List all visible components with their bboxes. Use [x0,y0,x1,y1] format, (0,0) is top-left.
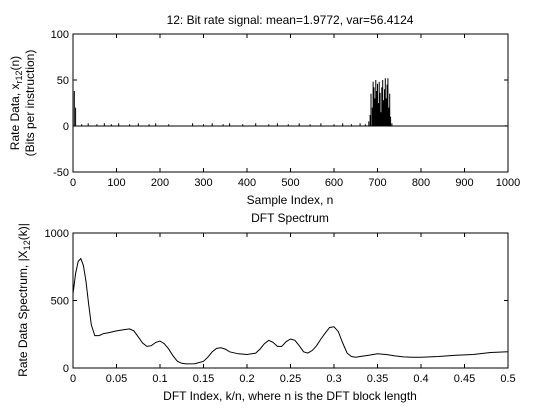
plot-dft-spectrum-y-tick-labels: 0 500 1000 [45,228,69,375]
y-label-post: (k)| [16,223,30,240]
plot-bit-rate-y-label-line1: Rate Data, xr12(n) [8,56,24,150]
plot-bit-rate-title: 12: Bit rate signal: mean=1.9772, var=56… [167,13,414,27]
plot-dft-spectrum: DFT Spectrum 0 0.05 0.1 0.15 0.2 0.25 0.3 0.35 0… [16,211,516,403]
bottom-y-tick-label: 500 [51,296,69,308]
bottom-x-tick-label: 0.3 [326,373,341,385]
plot-dft-spectrum-axes-box [72,232,509,369]
bottom-x-tick-label: 0.1 [152,373,167,385]
plot-bit-rate: 12: Bit rate signal: mean=1.9772, var=56… [8,13,520,207]
bottom-x-tick-label: 0.45 [454,373,475,385]
bottom-x-tick-label: 0.5 [500,373,515,385]
top-x-tick-label: 0 [70,177,76,189]
plot-dft-spectrum-x-tick-labels: 0 0.05 0.1 0.15 0.2 0.25 0.3 0.35 0.4 0.45 0.5 [70,373,516,385]
bottom-x-tick-label: 0.15 [193,373,214,385]
y-label-line1-post: (n) [8,56,22,71]
top-x-tick-label: 100 [107,177,125,189]
plot-bit-rate-y-label-line2: (Bits per instruction) [23,50,37,157]
bottom-x-tick-label: 0.25 [280,373,301,385]
y-label-line1-pre: Rate Data, x [8,83,22,150]
plot-dft-spectrum-x-label: DFT Index, k/n, where n is the DFT block… [163,389,417,403]
top-x-tick-label: 1000 [496,177,520,189]
plot-bit-rate-y-tick-labels: -50 0 50 100 [51,29,69,179]
top-x-tick-label: 500 [281,177,299,189]
y-label-line1-sub: r12 [14,70,24,83]
plot-dft-spectrum-title: DFT Spectrum [251,211,329,225]
top-x-tick-label: 200 [151,177,169,189]
y-label-pre: Rate Data Spectrum, |X [16,250,30,377]
plot-bit-rate-axes-box [72,33,509,173]
top-x-tick-label: 700 [368,177,386,189]
top-x-tick-label: 600 [325,177,343,189]
top-y-tick-label: -50 [53,167,69,179]
plot-dft-spectrum-series [72,257,509,365]
bottom-y-tick-label: 1000 [45,228,69,240]
bottom-y-tick-label: 0 [63,363,69,375]
top-x-tick-label: 800 [412,177,430,189]
bit-rate-series-line [72,78,509,127]
top-y-tick-label: 100 [51,29,69,41]
top-y-tick-label: 0 [63,121,69,133]
plot-bit-rate-x-tick-labels: 0 100 200 300 400 500 600 700 800 900 1000 [70,177,520,189]
plot-bit-rate-series [72,78,509,127]
top-x-tick-label: 300 [194,177,212,189]
dft-spectrum-series-line [72,257,509,365]
bottom-x-tick-label: 0.2 [239,373,254,385]
plot-bit-rate-x-label: Sample Index, n [247,193,334,207]
bottom-x-tick-label: 0.4 [413,373,428,385]
top-x-tick-label: 900 [455,177,473,189]
top-y-tick-label: 50 [57,75,69,87]
top-x-tick-label: 400 [238,177,256,189]
plot-dft-spectrum-ticks [72,232,509,369]
bottom-x-tick-label: 0 [70,373,76,385]
y-label-sub: 12 [22,240,32,250]
plot-dft-spectrum-y-label: Rate Data Spectrum, |X12(k)| [16,223,32,377]
bottom-x-tick-label: 0.05 [106,373,127,385]
bottom-x-tick-label: 0.35 [367,373,388,385]
